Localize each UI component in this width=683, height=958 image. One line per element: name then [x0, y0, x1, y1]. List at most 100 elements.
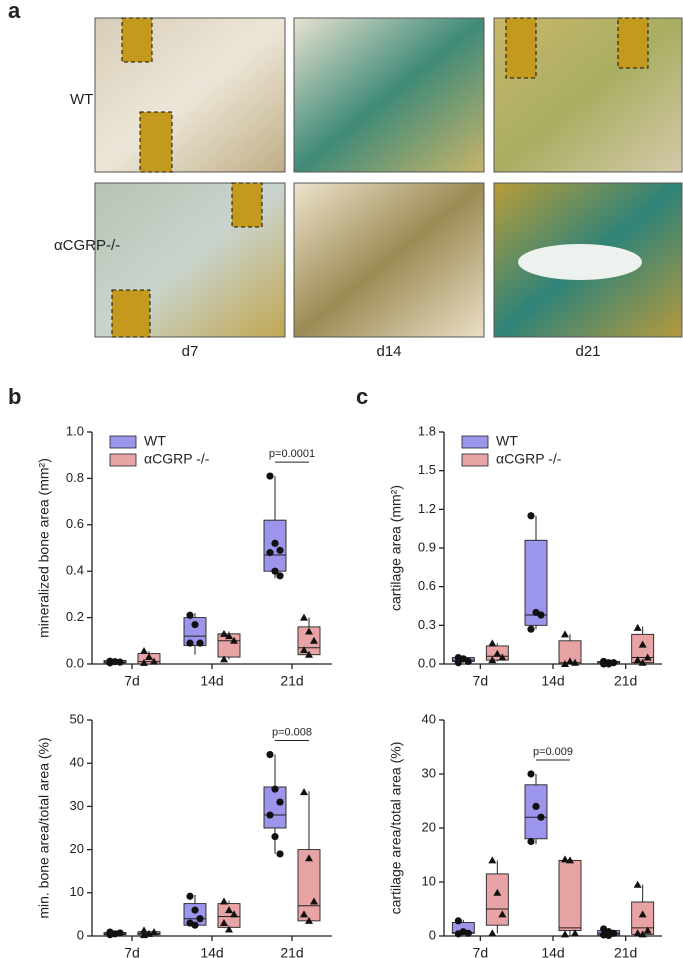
- y-tick-label: 0.3: [418, 617, 436, 632]
- box: [263, 786, 287, 829]
- x-tick-label: 7d: [124, 945, 140, 958]
- data-point: [638, 640, 647, 648]
- data-point: [566, 657, 574, 665]
- x-tick-label: 21d: [614, 945, 637, 958]
- data-point: [150, 928, 158, 936]
- y-axis-label: mineralized bone area (mm²): [36, 458, 52, 638]
- data-point: [106, 928, 114, 936]
- y-tick-label: 10: [70, 884, 84, 899]
- data-point: [220, 897, 228, 905]
- y-tick-label: 0.2: [66, 609, 84, 624]
- data-point: [493, 888, 502, 896]
- data-point: [276, 572, 284, 580]
- data-point: [300, 646, 308, 654]
- y-tick-label: 0.6: [418, 578, 436, 593]
- y-tick-label: 20: [70, 841, 84, 856]
- data-point: [633, 656, 642, 664]
- box: [485, 873, 509, 926]
- data-point: [493, 649, 502, 657]
- data-point: [116, 658, 124, 666]
- data-point: [225, 906, 233, 914]
- y-tick-label: 0.9: [418, 539, 436, 554]
- data-point: [230, 910, 238, 918]
- cortex: [505, 17, 537, 79]
- data-point: [140, 926, 148, 934]
- data-point: [532, 802, 540, 811]
- data-point: [600, 660, 608, 668]
- cortex: [617, 17, 649, 69]
- data-point: [527, 770, 535, 778]
- y-tick-label: 50: [70, 711, 84, 726]
- cortex: [139, 111, 173, 173]
- data-point: [561, 855, 569, 863]
- data-point: [305, 854, 313, 862]
- data-point: [527, 837, 535, 846]
- gap: [518, 244, 642, 280]
- column-label: d7: [182, 343, 199, 360]
- micrograph: [293, 17, 485, 173]
- y-tick-label: 1.5: [418, 462, 436, 477]
- row-label: αCGRP-/-: [54, 237, 120, 254]
- p-value: p=0.008: [272, 726, 312, 738]
- data-point: [225, 925, 233, 933]
- box: [631, 901, 655, 935]
- x-tick-label: 14d: [541, 945, 564, 958]
- cortex: [231, 182, 263, 228]
- data-point: [310, 636, 318, 644]
- data-point: [186, 639, 194, 647]
- legend-label: WT: [144, 433, 166, 449]
- data-point: [488, 656, 497, 664]
- data-point: [310, 897, 318, 905]
- data-point: [276, 798, 284, 806]
- box: [183, 617, 207, 646]
- data-point: [186, 892, 194, 900]
- data-point: [566, 856, 574, 864]
- micrographs: [94, 17, 683, 338]
- data-point: [488, 929, 497, 937]
- data-point: [488, 856, 497, 864]
- legend-swatch: [109, 453, 137, 467]
- y-tick-label: 0.0: [66, 655, 84, 670]
- data-point: [643, 926, 652, 934]
- data-point: [266, 811, 274, 819]
- legend-swatch: [461, 435, 489, 449]
- data-point: [116, 929, 124, 937]
- data-point: [191, 906, 199, 914]
- data-point: [488, 639, 497, 647]
- data-point: [271, 833, 279, 841]
- legend-label: αCGRP -/-: [144, 451, 210, 467]
- data-point: [633, 880, 642, 888]
- data-point: [638, 910, 647, 918]
- data-point: [305, 650, 313, 658]
- data-point: [571, 658, 579, 666]
- data-point: [145, 653, 153, 661]
- data-point: [266, 549, 274, 557]
- data-point: [220, 629, 228, 637]
- data-point: [276, 546, 284, 554]
- y-tick-label: 0.0: [418, 655, 436, 670]
- data-point: [271, 539, 279, 547]
- data-point: [464, 929, 472, 937]
- y-tick-label: 10: [422, 873, 436, 888]
- y-tick-label: 1.0: [66, 423, 84, 438]
- x-tick-label: 14d: [200, 945, 223, 958]
- y-axis-label: cartilage area (mm²): [388, 485, 404, 611]
- x-tick-label: 7d: [473, 673, 489, 689]
- box: [558, 859, 582, 932]
- data-point: [150, 657, 158, 665]
- data-point: [454, 659, 462, 667]
- y-tick-label: 0.6: [66, 516, 84, 531]
- x-tick-label: 7d: [473, 945, 489, 958]
- y-tick-label: 0: [77, 927, 84, 942]
- x-tick-label: 21d: [614, 673, 637, 689]
- data-point: [186, 611, 194, 619]
- y-tick-label: 0.8: [66, 470, 84, 485]
- data-point: [225, 632, 233, 640]
- data-point: [276, 850, 284, 858]
- x-tick-label: 7d: [124, 673, 140, 689]
- legend-swatch: [109, 435, 137, 449]
- data-point: [305, 627, 313, 635]
- data-point: [220, 919, 228, 927]
- data-point: [537, 611, 545, 619]
